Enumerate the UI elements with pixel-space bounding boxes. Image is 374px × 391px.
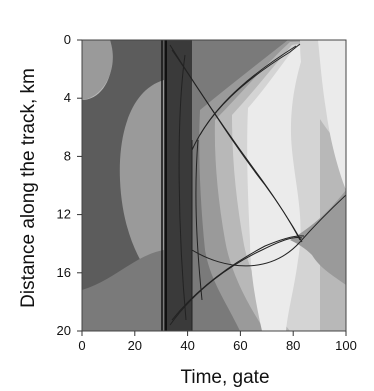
curve-lower-a (169, 237, 303, 326)
plot-area (82, 40, 346, 331)
y-axis-ticks: 0 4 8 12 16 20 (57, 32, 82, 338)
x-tick-label: 40 (180, 338, 194, 353)
x-tick-label: 20 (128, 338, 142, 353)
boundary-lines (169, 43, 346, 326)
curve-lower-b (171, 235, 305, 321)
region-right-brightest (247, 46, 306, 331)
y-tick-label: 4 (64, 90, 71, 105)
region-left-bottom-lobe (82, 250, 164, 331)
curve-lens-inner (178, 54, 187, 321)
x-tick-label: 80 (286, 338, 300, 353)
y-tick-label: 0 (64, 32, 71, 47)
curve-upper-b (171, 49, 303, 243)
region-left-mid-lens (119, 80, 164, 290)
plot-frame (81, 39, 347, 332)
x-tick-label: 60 (233, 338, 247, 353)
y-tick-label: 20 (57, 323, 71, 338)
x-tick-label: 0 (78, 338, 85, 353)
region-right-ridge (290, 190, 346, 285)
region-left-light-lobe (82, 40, 113, 100)
curve-lens-inner-2 (195, 139, 203, 301)
region-right-edge-light (318, 40, 346, 190)
y-tick-label: 16 (57, 265, 71, 280)
y-tick-label: 8 (64, 148, 71, 163)
x-axis-label: Time, gate (180, 367, 269, 388)
region-vertical-band (164, 40, 192, 331)
x-axis-ticks: 0 20 40 60 80 100 (78, 331, 357, 353)
x-tick-label: 100 (335, 338, 357, 353)
curve-cross-top (191, 43, 301, 151)
y-tick-label: 12 (57, 207, 71, 222)
y-axis-label: Distance along the track, km (18, 68, 39, 308)
curve-cross-bottom (191, 194, 346, 267)
curve-cross-top-2 (199, 45, 297, 136)
